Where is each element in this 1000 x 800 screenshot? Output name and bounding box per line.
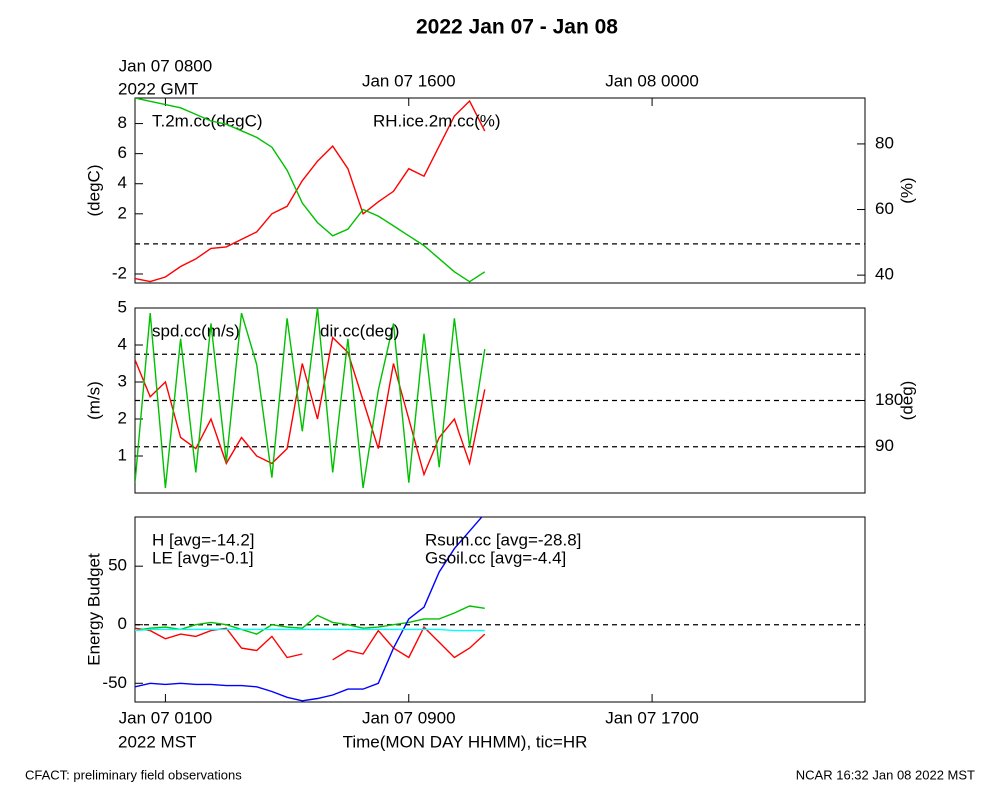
series-line — [135, 99, 486, 283]
y2-tick-label: 60 — [875, 199, 894, 218]
y-tick-label: 2 — [118, 408, 127, 427]
series-line — [135, 628, 485, 632]
x-tick-label: Jan 07 0900 — [362, 708, 456, 727]
x-tick-label: Jan 08 0000 — [605, 71, 699, 90]
y-tick-label: 4 — [118, 173, 127, 192]
plot-frame — [134, 516, 866, 703]
x-unit-label: 2022 GMT — [118, 79, 198, 98]
legend-label: T.2m.cc(degC) — [152, 111, 263, 130]
series-line — [135, 517, 483, 702]
y-tick-label: 4 — [118, 334, 127, 353]
x-tick-label: Jan 07 1700 — [605, 708, 699, 727]
y-tick-label: 2 — [118, 203, 127, 222]
plot-frame — [134, 97, 866, 284]
x-axis-label: Time(MON DAY HHMM), tic=HR — [343, 732, 588, 751]
legend-label: H [avg=-14.2] — [152, 530, 255, 549]
x-tick-label: Jan 07 0100 — [119, 708, 213, 727]
y-tick-label: 50 — [108, 556, 127, 575]
footer-right: NCAR 16:32 Jan 08 2022 MST — [796, 767, 975, 782]
chart-title: 2022 Jan 07 - Jan 08 — [416, 16, 618, 39]
y2-tick-label: 80 — [875, 133, 894, 152]
y2-tick-label: 40 — [875, 265, 894, 284]
y-tick-label: 0 — [118, 614, 127, 633]
series-line — [135, 625, 486, 661]
legend-label: LE [avg=-0.1] — [152, 548, 254, 567]
y-tick-label: 1 — [118, 445, 127, 464]
series-line — [135, 605, 485, 635]
y-tick-label: 3 — [118, 371, 127, 390]
legend-label: Rsum.cc [avg=-28.8] — [425, 530, 581, 549]
y2-tick-label: 90 — [875, 436, 894, 455]
y-tick-label: -2 — [112, 263, 127, 282]
x-tick-label: Jan 07 0800 — [119, 56, 213, 75]
legend-label: spd.cc(m/s) — [152, 321, 240, 340]
y2-axis-label: (deg) — [897, 381, 916, 421]
y-axis-label: (degC) — [84, 165, 103, 217]
y-tick-label: -50 — [102, 673, 127, 692]
legend-label: RH.ice.2m.cc(%) — [373, 111, 501, 130]
y-tick-label: 5 — [118, 297, 127, 316]
series-line — [135, 98, 486, 283]
footer-left: CFACT: preliminary field observations — [25, 767, 242, 782]
legend-label: Gsoil.cc [avg=-4.4] — [425, 548, 566, 567]
x-unit-label: 2022 MST — [118, 732, 196, 751]
legend-label: dir.cc(deg) — [320, 321, 399, 340]
y2-tick-label: 180 — [875, 390, 903, 409]
y2-axis-label: (%) — [897, 177, 916, 203]
x-tick-label: Jan 07 1600 — [362, 71, 456, 90]
y-axis-label: Energy Budget — [84, 553, 103, 666]
y-tick-label: 6 — [118, 143, 127, 162]
y-axis-label: (m/s) — [84, 381, 103, 420]
series-line — [135, 308, 486, 489]
y-tick-label: 8 — [118, 113, 127, 132]
